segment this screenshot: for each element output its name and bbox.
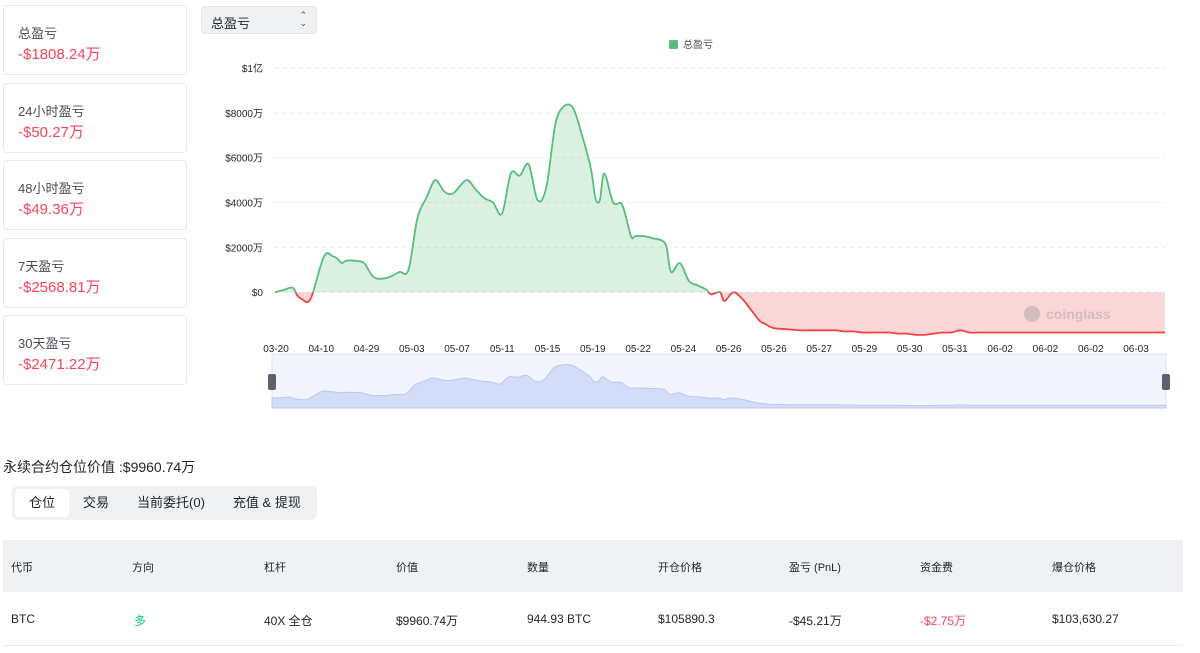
stat-value: -$2471.22万 xyxy=(18,356,101,373)
positions-table-header: 代币 方向 杠杆 价值 数量 开仓价格 盈亏 (PnL) 资金费 爆仓价格 xyxy=(3,540,1183,592)
coinglass-watermark: coinglass xyxy=(1024,306,1111,322)
cell-size: 944.93 BTC xyxy=(527,612,592,626)
cell-liq-price: $103,630.27 xyxy=(1052,612,1119,626)
stat-value: -$2568.81万 xyxy=(18,279,101,296)
y-tick-label: $6000万 xyxy=(225,154,263,165)
col-leverage: 杠杆 xyxy=(264,562,286,574)
col-entry-price: 开仓价格 xyxy=(658,562,702,574)
perp-position-value: 永续合约仓位价值 :$9960.74万 xyxy=(3,459,196,475)
stat-card-24h-pnl: 24小时盈亏 -$50.27万 xyxy=(3,83,187,153)
x-tick-label: 05-31 xyxy=(942,344,968,355)
x-tick-label: 05-11 xyxy=(490,344,515,355)
chevron-up-down-icon: ⌃ ⌄ xyxy=(299,10,307,28)
stat-label: 7天盈亏 xyxy=(18,259,65,274)
pnl-chart: 总盈亏 $0$2000万$4000万$6000万$8000万$1亿 03-20 0… xyxy=(225,38,1170,409)
stat-value: -$50.27万 xyxy=(18,124,84,141)
x-tick-label: 06-02 xyxy=(1033,344,1059,355)
cell-side: 多 xyxy=(134,614,147,628)
x-tick-label: 05-22 xyxy=(625,344,651,355)
x-tick-label: 05-24 xyxy=(671,344,697,355)
metric-select-value: 总盈亏 xyxy=(211,16,251,31)
stat-card-48h-pnl: 48小时盈亏 -$49.36万 xyxy=(3,160,187,230)
stat-card-30d-pnl: 30天盈亏 -$2471.22万 xyxy=(3,315,187,385)
zoom-navigator[interactable] xyxy=(268,353,1170,409)
col-pnl: 盈亏 (PnL) xyxy=(789,562,841,574)
stat-label: 总盈亏 xyxy=(18,26,58,41)
x-tick-label: 05-03 xyxy=(399,344,425,355)
zoom-handle-left[interactable] xyxy=(268,374,276,390)
x-tick-label: 05-15 xyxy=(535,344,561,355)
col-side: 方向 xyxy=(132,562,154,574)
cell-funding: -$2.75万 xyxy=(920,614,967,628)
x-tick-label: 03-20 xyxy=(263,344,289,355)
x-tick-label: 05-26 xyxy=(761,344,787,355)
chart-legend[interactable]: 总盈亏 xyxy=(669,38,713,51)
y-tick-label: $8000万 xyxy=(225,109,263,120)
cell-entry-price: $105890.3 xyxy=(658,612,715,626)
x-tick-label: 05-19 xyxy=(580,344,606,355)
col-token: 代币 xyxy=(11,562,33,574)
col-size: 数量 xyxy=(527,562,549,574)
cell-pnl: -$45.21万 xyxy=(789,614,842,628)
x-tick-label: 05-30 xyxy=(897,344,923,355)
x-tick-label: 06-02 xyxy=(1078,344,1104,355)
stat-value: -$49.36万 xyxy=(18,201,84,218)
cell-token: BTC xyxy=(11,612,35,626)
x-tick-label: 04-10 xyxy=(308,344,334,355)
cell-value: $9960.74万 xyxy=(396,614,459,628)
metric-select[interactable]: 总盈亏 ⌃ ⌄ xyxy=(201,6,317,34)
series-line-positive xyxy=(274,103,737,293)
y-axis: $0 $2000万 $4000万 $6000万 $8000万 $1亿 xyxy=(225,62,263,299)
stat-label: 24小时盈亏 xyxy=(18,104,85,119)
x-tick-label: 04-29 xyxy=(354,344,380,355)
table-row[interactable]: BTC 多 40X 全仓 $9960.74万 944.93 BTC $10589… xyxy=(3,592,1183,646)
x-tick-label: 06-02 xyxy=(987,344,1013,355)
series-line-negative xyxy=(274,292,1166,336)
zoom-handle-right[interactable] xyxy=(1162,374,1170,390)
y-tick-label: $2000万 xyxy=(225,243,263,254)
series-area-negative xyxy=(275,292,1165,335)
chart-series xyxy=(274,103,1166,336)
x-tick-label: 05-27 xyxy=(806,344,832,355)
col-liq-price: 爆仓价格 xyxy=(1052,562,1096,574)
col-value: 价值 xyxy=(396,562,418,574)
stat-value: -$1808.24万 xyxy=(18,46,101,63)
series-area-positive xyxy=(275,104,720,293)
tab-bar: 仓位 交易 当前委托(0) 充值 & 提现 xyxy=(12,486,317,520)
y-tick-label: $0 xyxy=(252,288,264,299)
y-tick-label: $4000万 xyxy=(225,199,263,210)
svg-text:coinglass: coinglass xyxy=(1046,306,1111,322)
legend-label: 总盈亏 xyxy=(683,38,713,51)
stat-card-total-pnl: 总盈亏 -$1808.24万 xyxy=(3,5,187,75)
tab-open-orders[interactable]: 当前委托(0) xyxy=(137,495,205,510)
tab-positions[interactable]: 仓位 xyxy=(15,489,70,517)
stat-label: 48小时盈亏 xyxy=(18,181,85,196)
x-tick-label: 05-26 xyxy=(716,344,742,355)
x-tick-label: 06-03 xyxy=(1123,344,1149,355)
tab-deposits-withdrawals[interactable]: 充值 & 提现 xyxy=(232,495,301,510)
cell-leverage: 40X 全仓 xyxy=(264,614,313,628)
chart-grid xyxy=(275,67,1165,293)
stat-label: 30天盈亏 xyxy=(18,336,72,351)
col-funding: 资金费 xyxy=(920,562,953,574)
legend-swatch xyxy=(669,40,678,49)
x-tick-label: 05-07 xyxy=(444,344,470,355)
y-tick-label: $1亿 xyxy=(242,62,263,75)
x-axis: 03-20 04-10 04-29 05-03 05-07 05-11 05-15 05-19… xyxy=(263,344,1149,355)
x-tick-label: 05-29 xyxy=(852,344,878,355)
stat-card-7d-pnl: 7天盈亏 -$2568.81万 xyxy=(3,238,187,308)
tab-trades[interactable]: 交易 xyxy=(83,495,110,510)
